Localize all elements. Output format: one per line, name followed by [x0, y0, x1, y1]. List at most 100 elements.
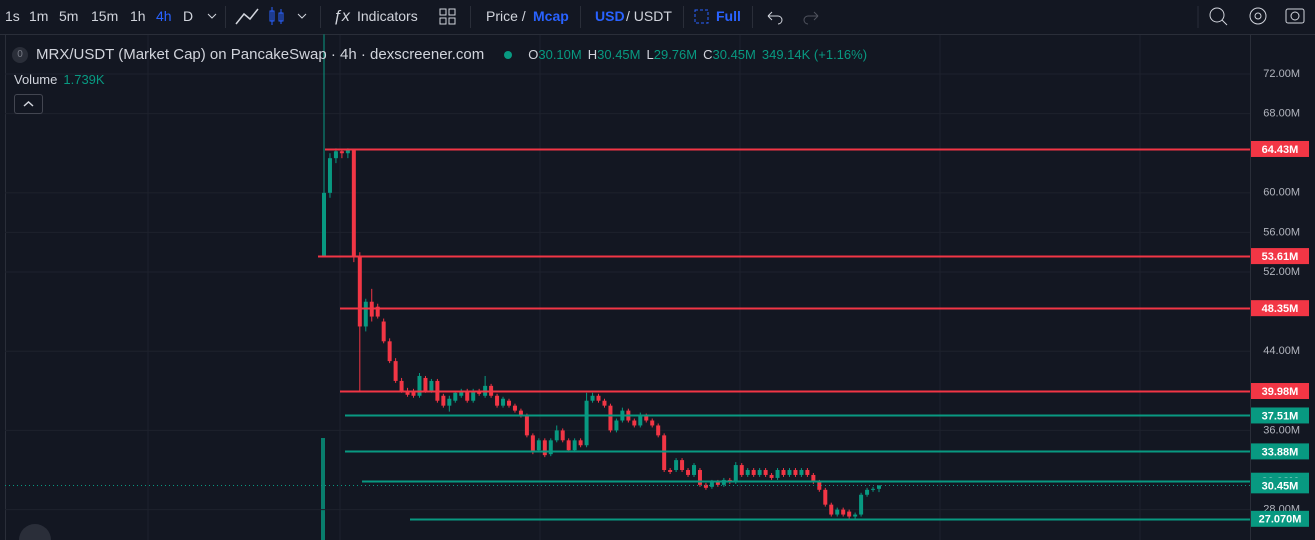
- usdt-toggle[interactable]: / USDT: [626, 8, 672, 24]
- candle-body: [638, 415, 643, 426]
- candle-body: [680, 460, 685, 471]
- candle-body: [333, 151, 338, 159]
- y-axis: 72.00M 68.00M 60.00M 56.00M 52.00M 44.00M 36.0…: [1263, 68, 1300, 516]
- candle-body: [548, 440, 553, 455]
- interval[interactable]: 15m: [91, 8, 119, 24]
- y-tick-label: 68.00M: [1263, 108, 1300, 120]
- candles-icon[interactable]: [269, 7, 284, 25]
- candle-body: [447, 398, 452, 406]
- interval[interactable]: 1m: [29, 8, 49, 24]
- candle-body: [644, 415, 649, 421]
- ohlc-value: 30.10M: [538, 47, 582, 62]
- candle-body: [363, 301, 368, 327]
- fx-icon[interactable]: ƒx: [333, 8, 351, 25]
- candle-body: [805, 470, 810, 475]
- candle-body: [668, 470, 673, 472]
- separator: [470, 6, 471, 28]
- price-label-bg: [1251, 383, 1309, 400]
- settings-icon[interactable]: [1249, 7, 1267, 25]
- candle-body: [733, 465, 738, 482]
- price-label: 48.35M: [1262, 303, 1299, 315]
- usd-toggle[interactable]: USD: [595, 8, 625, 24]
- candle-body: [524, 415, 529, 436]
- candle-body: [632, 420, 637, 426]
- search-icon-handle: [1221, 19, 1228, 26]
- price-label: 33.88M: [1262, 446, 1299, 458]
- candle-body: [697, 470, 702, 485]
- price-label-bg: [1251, 248, 1309, 265]
- candle-body: [662, 435, 667, 471]
- interval[interactable]: 1s: [5, 8, 20, 24]
- candle-body: [715, 481, 720, 485]
- candle-body: [674, 460, 679, 471]
- full-button[interactable]: Full: [716, 8, 741, 24]
- line-tool-icon[interactable]: [235, 8, 259, 25]
- mcap-toggle[interactable]: Mcap: [533, 8, 569, 24]
- dropdown-icon[interactable]: [297, 13, 307, 19]
- candle-body: [769, 474, 774, 478]
- candle-body: [703, 484, 708, 488]
- candle-body: [823, 489, 828, 505]
- separator: [752, 6, 753, 28]
- candle-body: [471, 390, 476, 401]
- candle-body: [393, 361, 398, 381]
- ohlc-key: H: [587, 47, 598, 62]
- candle-body: [650, 420, 655, 426]
- candle-body: [381, 321, 386, 342]
- layout-icon[interactable]: [439, 8, 456, 25]
- separator: [320, 6, 321, 28]
- candle-body: [501, 398, 506, 406]
- interval-active[interactable]: 4h: [156, 8, 172, 24]
- candle-body: [375, 306, 380, 317]
- price-label-bg: [1251, 443, 1309, 460]
- fullscreen-icon[interactable]: [694, 9, 709, 24]
- collapse-button[interactable]: [14, 94, 43, 114]
- volume-label: Volume: [14, 72, 58, 87]
- candle-body: [339, 151, 344, 154]
- price-toggle[interactable]: Price /: [486, 8, 526, 24]
- redo-icon[interactable]: [803, 11, 819, 25]
- undo-icon[interactable]: [767, 11, 783, 25]
- candle-body: [512, 405, 517, 411]
- candle-body: [686, 470, 691, 475]
- candle-body: [787, 470, 792, 475]
- legend: 0 MRX/USDT (Market Cap) on PancakeSwap ·…: [12, 46, 867, 63]
- candle-body: [745, 470, 750, 475]
- ohlc-key: O: [528, 47, 539, 62]
- vertical-grid: [147, 35, 1141, 540]
- candle-body: [530, 435, 535, 453]
- indicators-button[interactable]: Indicators: [357, 8, 418, 24]
- candle-body: [536, 440, 541, 451]
- candle-body: [566, 440, 571, 451]
- camera-icon[interactable]: [1285, 8, 1305, 24]
- candle-body: [859, 494, 864, 515]
- candle-body: [327, 158, 332, 193]
- candle-body: [751, 470, 756, 475]
- interval[interactable]: 1h: [130, 8, 146, 24]
- ohlc-value: 30.45M: [597, 47, 641, 62]
- volume-bar: [321, 438, 325, 540]
- price-label-bg: [1251, 407, 1309, 424]
- interval[interactable]: D: [183, 8, 194, 24]
- candle-body: [614, 420, 619, 431]
- candle-body: [757, 470, 762, 475]
- candle-body: [351, 149, 356, 257]
- candle-body: [465, 390, 470, 401]
- y-tick-label: 60.00M: [1263, 187, 1300, 199]
- interval[interactable]: 5m: [59, 8, 79, 24]
- candle-body: [590, 395, 595, 401]
- ohlc-key: C: [703, 47, 713, 62]
- change: 349.14K (+1.16%): [761, 47, 868, 62]
- candle-body: [459, 390, 464, 396]
- price-label: 27.070M: [1259, 514, 1302, 526]
- candle-body: [572, 440, 577, 451]
- price-label-bg: [1251, 477, 1309, 494]
- price-label: 53.61M: [1262, 251, 1299, 263]
- candle-body: [411, 390, 416, 396]
- candle-body: [453, 392, 458, 401]
- candle-body: [417, 375, 422, 396]
- candle-body: [877, 485, 881, 489]
- search-icon[interactable]: [1209, 7, 1225, 23]
- dropdown-icon[interactable]: [207, 13, 217, 19]
